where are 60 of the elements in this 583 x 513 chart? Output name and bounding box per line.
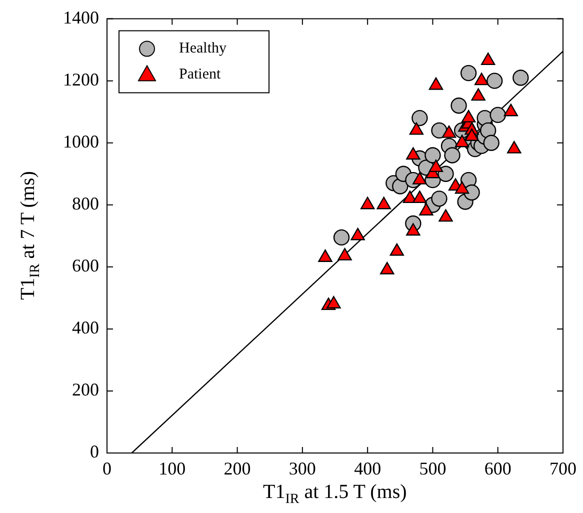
point <box>460 64 477 82</box>
point <box>486 72 503 89</box>
point <box>338 248 352 260</box>
point <box>431 190 448 207</box>
point <box>442 125 456 138</box>
x-tick-label: 600 <box>484 458 512 479</box>
point <box>454 181 470 194</box>
point <box>424 147 441 164</box>
point <box>412 172 427 184</box>
x-tick-label: 0 <box>102 458 112 479</box>
x-tick-label: 100 <box>158 458 186 479</box>
point <box>512 70 529 86</box>
point <box>480 52 496 66</box>
point <box>428 160 444 172</box>
point <box>412 190 427 204</box>
point <box>376 196 391 210</box>
point <box>438 209 453 222</box>
point <box>474 72 489 86</box>
point <box>490 106 506 124</box>
point <box>504 104 518 116</box>
y-tick-label: 200 <box>72 380 99 400</box>
y-tick-label: 600 <box>72 256 99 276</box>
point <box>464 128 479 142</box>
point <box>360 196 375 210</box>
point <box>431 122 448 139</box>
x-tick-label: 400 <box>354 458 382 479</box>
point <box>406 147 420 160</box>
point <box>412 110 428 126</box>
point <box>333 229 350 246</box>
point <box>450 98 467 114</box>
x-tick-label: 300 <box>288 458 316 479</box>
point <box>419 202 434 216</box>
x-tick-label: 500 <box>419 458 446 479</box>
point <box>471 88 486 101</box>
point <box>409 122 424 135</box>
point <box>406 223 420 236</box>
y-tick-label: 400 <box>72 318 99 338</box>
point <box>461 110 476 122</box>
y-tick-label: 0 <box>90 442 99 462</box>
point <box>326 296 341 308</box>
x-axis-title: T1$_{IR}$ at 1.5 T (ms) <box>263 481 407 508</box>
y-tick-label: 800 <box>72 194 99 214</box>
x-tick-label: 200 <box>224 458 251 479</box>
point <box>390 243 404 256</box>
point <box>454 134 470 148</box>
legend-label: Patient <box>179 66 222 83</box>
point <box>350 228 365 240</box>
point <box>483 134 500 151</box>
point <box>428 77 444 90</box>
point <box>464 184 480 201</box>
point <box>318 250 332 262</box>
x-tick-label: 700 <box>550 458 576 479</box>
y-tick-label: 1200 <box>63 70 99 90</box>
point <box>444 147 460 164</box>
point <box>380 262 394 274</box>
y-tick-label: 1000 <box>63 132 99 152</box>
point <box>438 166 454 182</box>
point <box>507 140 522 154</box>
legend-label: Healthy <box>179 40 227 57</box>
y-tick-label: 1400 <box>63 8 99 28</box>
